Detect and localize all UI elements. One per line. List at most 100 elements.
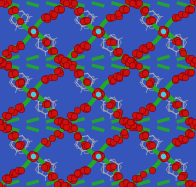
- Point: [12, 170, 15, 173]
- Point: [194, 59, 196, 62]
- Point: [132, 186, 135, 187]
- Point: [137, 125, 140, 128]
- Point: [65, 63, 68, 66]
- Point: [128, 121, 131, 124]
- Point: [13, 9, 16, 12]
- Point: [111, 78, 114, 81]
- Point: [143, 8, 146, 11]
- Point: [192, 186, 195, 187]
- Point: [147, 19, 150, 22]
- Point: [160, 91, 163, 94]
- Point: [180, 138, 183, 141]
- Point: [109, 16, 112, 19]
- Point: [129, 59, 132, 62]
- Point: [57, 69, 60, 72]
- Point: [137, 64, 141, 67]
- Point: [129, 59, 132, 62]
- Point: [0, 125, 2, 128]
- Point: [50, 76, 53, 79]
- Point: [69, 127, 72, 130]
- Point: [192, 61, 195, 64]
- Point: [163, 28, 166, 31]
- Point: [31, 31, 34, 34]
- Point: [59, 8, 62, 11]
- Point: [163, 153, 166, 156]
- Point: [96, 152, 100, 155]
- Point: [97, 94, 101, 96]
- Point: [140, 46, 143, 49]
- Point: [124, 8, 127, 11]
- Point: [82, 18, 85, 21]
- Point: [94, 155, 97, 158]
- Point: [189, 118, 192, 121]
- Point: [161, 30, 164, 33]
- Point: [186, 132, 189, 135]
- Point: [193, 121, 196, 124]
- Point: [115, 49, 118, 52]
- Point: [78, 173, 81, 176]
- Point: [130, 63, 133, 66]
- Point: [131, 60, 134, 63]
- Point: [56, 119, 59, 122]
- Point: [18, 43, 21, 46]
- Point: [159, 155, 162, 158]
- Point: [132, 61, 135, 64]
- Point: [52, 14, 55, 17]
- Point: [55, 132, 59, 135]
- Point: [142, 46, 145, 49]
- Point: [31, 153, 34, 156]
- Point: [140, 72, 143, 75]
- Point: [66, 124, 70, 127]
- Point: [97, 95, 101, 98]
- Point: [180, 49, 183, 52]
- Point: [7, 177, 10, 180]
- Point: [13, 71, 16, 74]
- Point: [132, 124, 135, 127]
- Point: [128, 59, 131, 62]
- Point: [96, 31, 100, 34]
- Point: [44, 42, 47, 45]
- Point: [130, 1, 133, 4]
- Point: [32, 95, 35, 98]
- Point: [50, 112, 53, 115]
- Point: [129, 125, 132, 128]
- Point: [128, 122, 131, 125]
- Point: [56, 133, 59, 136]
- Point: [85, 19, 88, 22]
- Point: [0, 126, 3, 129]
- Point: [55, 69, 59, 72]
- Point: [66, 124, 70, 127]
- Point: [98, 29, 101, 32]
- Point: [63, 121, 66, 124]
- Point: [7, 126, 10, 129]
- Point: [108, 41, 111, 44]
- Point: [118, 75, 121, 78]
- Point: [129, 59, 132, 62]
- Point: [137, 2, 141, 5]
- Point: [124, 119, 127, 122]
- Point: [114, 137, 117, 140]
- Point: [42, 78, 45, 81]
- Point: [187, 8, 190, 11]
- Point: [177, 102, 180, 105]
- Point: [30, 91, 33, 94]
- Point: [6, 63, 9, 66]
- Point: [66, 124, 70, 127]
- Point: [13, 111, 16, 114]
- Point: [128, 121, 131, 124]
- Point: [97, 32, 101, 35]
- Point: [6, 53, 9, 56]
- Point: [70, 65, 74, 68]
- Point: [83, 43, 86, 46]
- Point: [116, 11, 119, 14]
- Point: [50, 49, 53, 52]
- Point: [98, 30, 101, 33]
- Point: [19, 142, 22, 145]
- Point: [31, 27, 34, 30]
- Point: [128, 60, 131, 63]
- Point: [131, 122, 134, 125]
- Point: [1, 0, 4, 2]
- Point: [30, 29, 33, 32]
- Point: [20, 169, 23, 172]
- Point: [97, 31, 101, 34]
